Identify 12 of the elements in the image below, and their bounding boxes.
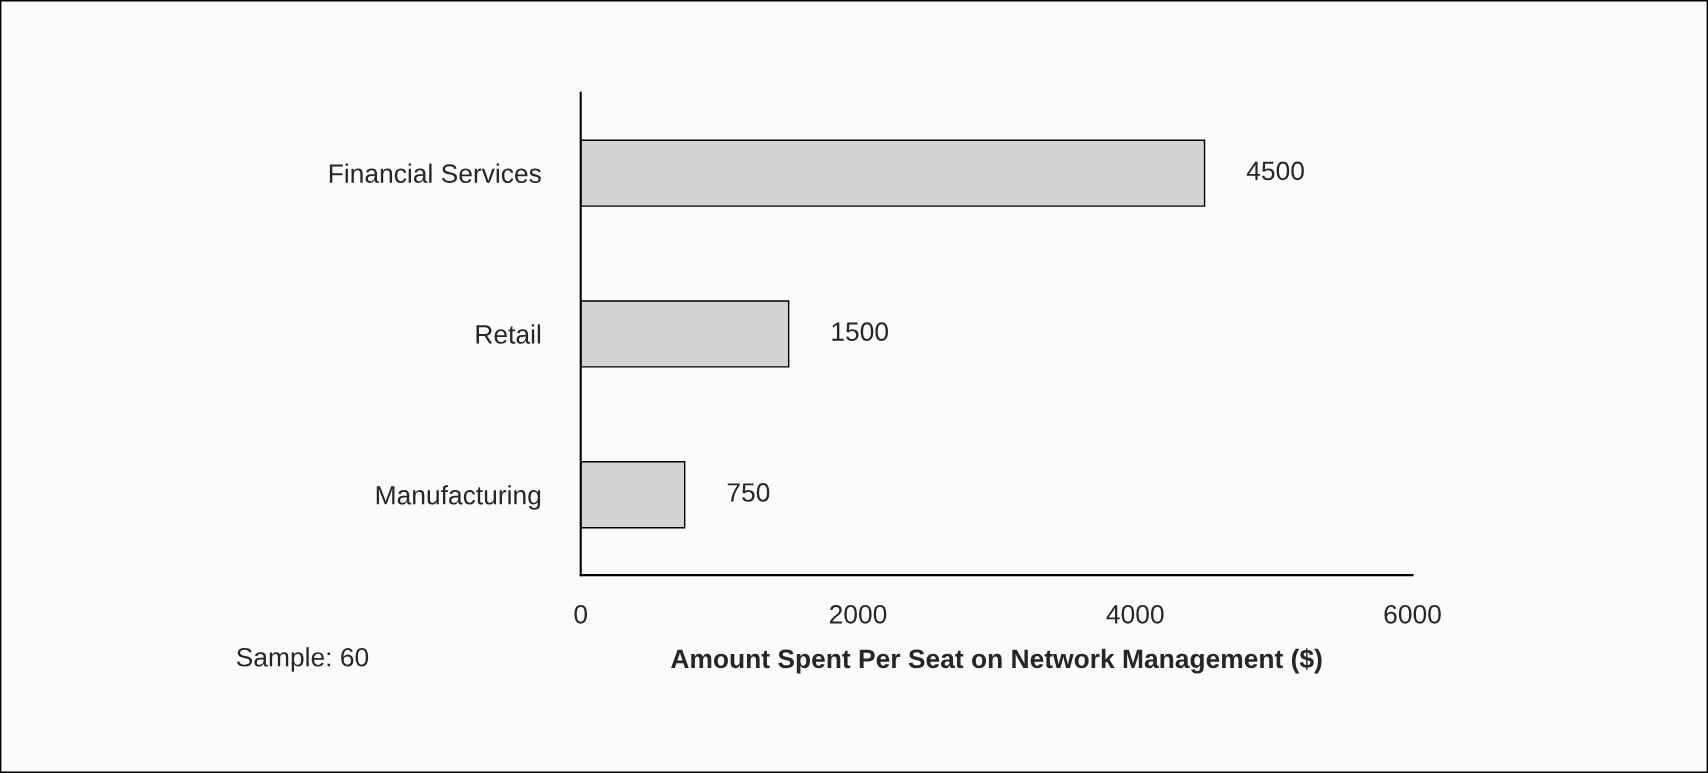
y-tick-label: Manufacturing bbox=[376, 485, 541, 510]
x-tick-label: 6000 bbox=[1384, 604, 1441, 624]
y-tick-label: Financial Services bbox=[329, 163, 541, 183]
y-tick-label: Retail bbox=[476, 324, 541, 344]
data-label: 4500 bbox=[1246, 161, 1304, 181]
x-tick-label: 0 bbox=[574, 604, 588, 624]
x-axis-title: Amount Spent Per Seat on Network Management ($) bbox=[671, 648, 1322, 674]
x-tick-label: 2000 bbox=[829, 604, 887, 624]
data-label: 750 bbox=[727, 483, 770, 502]
x-tick-label: 4000 bbox=[1106, 604, 1164, 624]
text: Sample: 60 bbox=[236, 647, 369, 672]
data-label: 1500 bbox=[832, 322, 889, 342]
